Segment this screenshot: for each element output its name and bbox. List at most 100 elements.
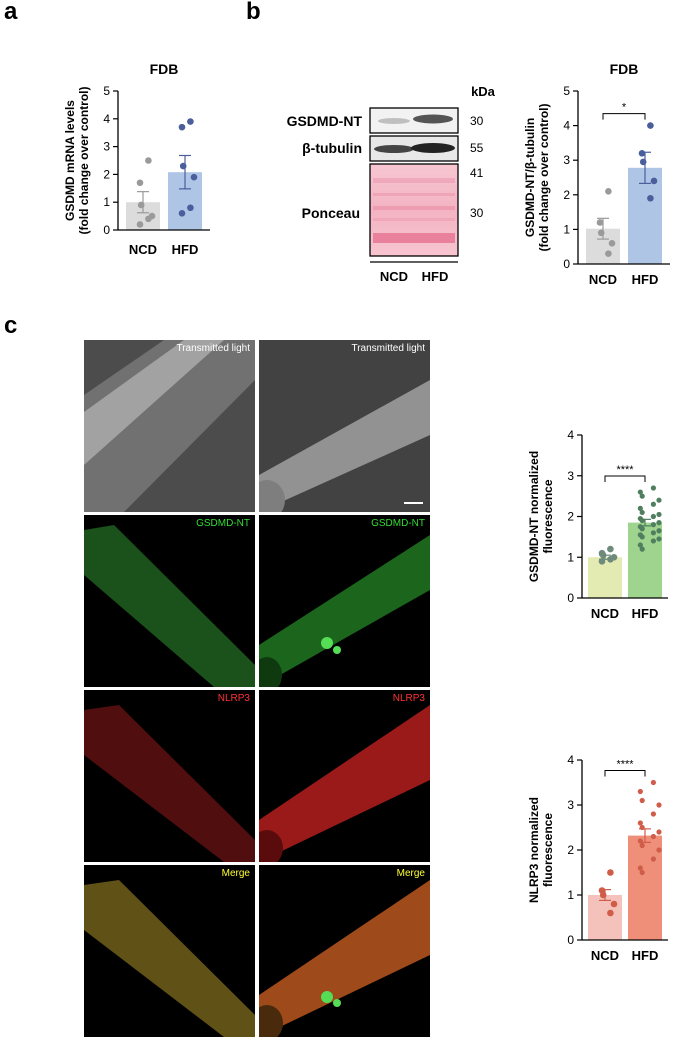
category-label: HFD [632, 606, 659, 621]
data-point [599, 551, 607, 559]
data-point [656, 536, 662, 542]
micro-label-nlrp3: NLRP3 [217, 693, 250, 704]
category-label: NCD [129, 242, 157, 257]
data-point [639, 509, 645, 516]
chart-gsdmd-nt-tubulin: FDB 0 1 2 3 4 5 NCD HFD GSDMD-NT/β-tubulin (fold c… [523, 61, 670, 287]
micro-merge-hfd: Merge [259, 865, 430, 1037]
ponceau-band [373, 178, 455, 183]
y-axis-label: fluorescence [541, 813, 555, 887]
blot-label-gsdmd-nt: GSDMD-NT [287, 113, 363, 129]
data-point [607, 869, 614, 876]
microscopy-grid: Transmitted light Transmitted light GSDM… [84, 340, 510, 1040]
fiber-end [259, 1005, 283, 1037]
muscle-fiber [84, 880, 255, 1037]
micro-label-transmitted: Transmitted light [351, 343, 425, 354]
muscle-fiber [84, 340, 224, 465]
data-point [597, 229, 605, 237]
y-axis-label: GSDMD-NT normalized [527, 451, 541, 582]
data-point [639, 534, 645, 540]
blot-band-gsdmd-ncd [378, 118, 410, 124]
data-point [639, 493, 645, 499]
panel-letter-a: a [4, 0, 18, 25]
data-point [639, 869, 645, 876]
micro-label-gsdmd: GSDMD-NT [196, 518, 250, 529]
blot-label-ponceau: Ponceau [302, 205, 360, 221]
data-point [639, 517, 645, 524]
data-point [638, 149, 646, 157]
chart-gsdmd-mrna: FDB 0 1 2 3 4 5 NCD HFD GSDMD mRNA levels (fold ch… [63, 61, 210, 257]
micro-nlrp3-hfd: NLRP3 [259, 690, 430, 862]
data-point [637, 542, 643, 548]
y-tick-label: 3 [567, 798, 574, 812]
data-point [637, 838, 643, 844]
data-point [650, 522, 656, 528]
y-axis-label: (fold change over control) [77, 86, 91, 234]
data-point [656, 511, 662, 518]
significance-bracket [602, 113, 646, 120]
y-tick-label: 4 [563, 119, 570, 133]
micro-gsdmd-ncd: GSDMD-NT [84, 515, 255, 687]
data-point [190, 173, 198, 181]
y-tick-label: 2 [567, 510, 574, 524]
data-point [656, 829, 662, 835]
data-point [650, 530, 656, 536]
data-point [187, 204, 194, 212]
blot-lane-hfd: HFD [422, 269, 449, 284]
blot-marker-30-bottom: 30 [470, 206, 484, 220]
category-label: NCD [589, 272, 617, 287]
blot-marker-41: 41 [470, 166, 484, 180]
blot-lane-ncd: NCD [380, 269, 408, 284]
data-point [605, 188, 612, 195]
ponceau-band [373, 206, 455, 210]
significance-label: **** [616, 464, 634, 476]
significance-bracket [604, 475, 646, 482]
micro-nlrp3-ncd: NLRP3 [84, 690, 255, 862]
micro-transmitted-hfd: Transmitted light [259, 340, 430, 512]
data-point [656, 847, 662, 853]
chart-nlrp3-fluorescence: 0 1 2 3 4 NCD HFD NLRP3 normalized fluorescence *… [527, 753, 668, 963]
muscle-fiber [259, 535, 430, 687]
y-tick-label: 2 [563, 188, 570, 202]
data-point [137, 201, 145, 209]
data-point [187, 118, 194, 125]
y-axis-label: GSDMD-NT/β-tubulin [523, 118, 537, 237]
y-tick-label: 1 [103, 195, 110, 209]
y-axis-label: NLRP3 normalized [527, 797, 541, 903]
data-point [178, 123, 186, 131]
data-point [647, 122, 654, 129]
data-point [656, 497, 662, 503]
y-tick-label: 0 [103, 223, 110, 237]
micro-label-merge: Merge [221, 868, 250, 879]
data-point [637, 505, 643, 511]
micro-merge-ncd: Merge [84, 865, 255, 1037]
y-tick-label: 4 [567, 753, 574, 767]
data-point [598, 558, 606, 565]
blot-band-tubulin-hfd [411, 143, 455, 153]
panel-letter-c: c [4, 312, 18, 339]
bar-ncd [588, 557, 622, 598]
data-point [656, 802, 662, 808]
gsdmd-puncta [333, 646, 341, 654]
data-point [145, 215, 152, 223]
kda-header: kDa [471, 84, 496, 99]
category-label: HFD [172, 242, 199, 257]
blot-marker-55: 55 [470, 141, 484, 155]
data-point [639, 526, 645, 532]
data-point [639, 546, 645, 552]
y-tick-label: 1 [563, 222, 570, 236]
significance-bracket [604, 770, 646, 777]
chart-gsdmd-fluorescence: 0 1 2 3 4 NCD HFD GSDMD-NT normalized fluorescen… [527, 428, 668, 621]
data-point [639, 797, 645, 804]
micro-gsdmd-hfd: GSDMD-NT [259, 515, 430, 687]
y-tick-label: 1 [567, 888, 574, 902]
muscle-fiber [259, 380, 430, 512]
data-point [656, 520, 662, 526]
data-point [136, 179, 144, 187]
significance-label: **** [616, 759, 634, 771]
data-point [610, 900, 618, 908]
data-point [650, 501, 656, 507]
data-point [650, 811, 656, 817]
data-point [650, 485, 656, 491]
blot-band-gsdmd-hfd [413, 114, 453, 124]
fiber-end [259, 480, 285, 512]
